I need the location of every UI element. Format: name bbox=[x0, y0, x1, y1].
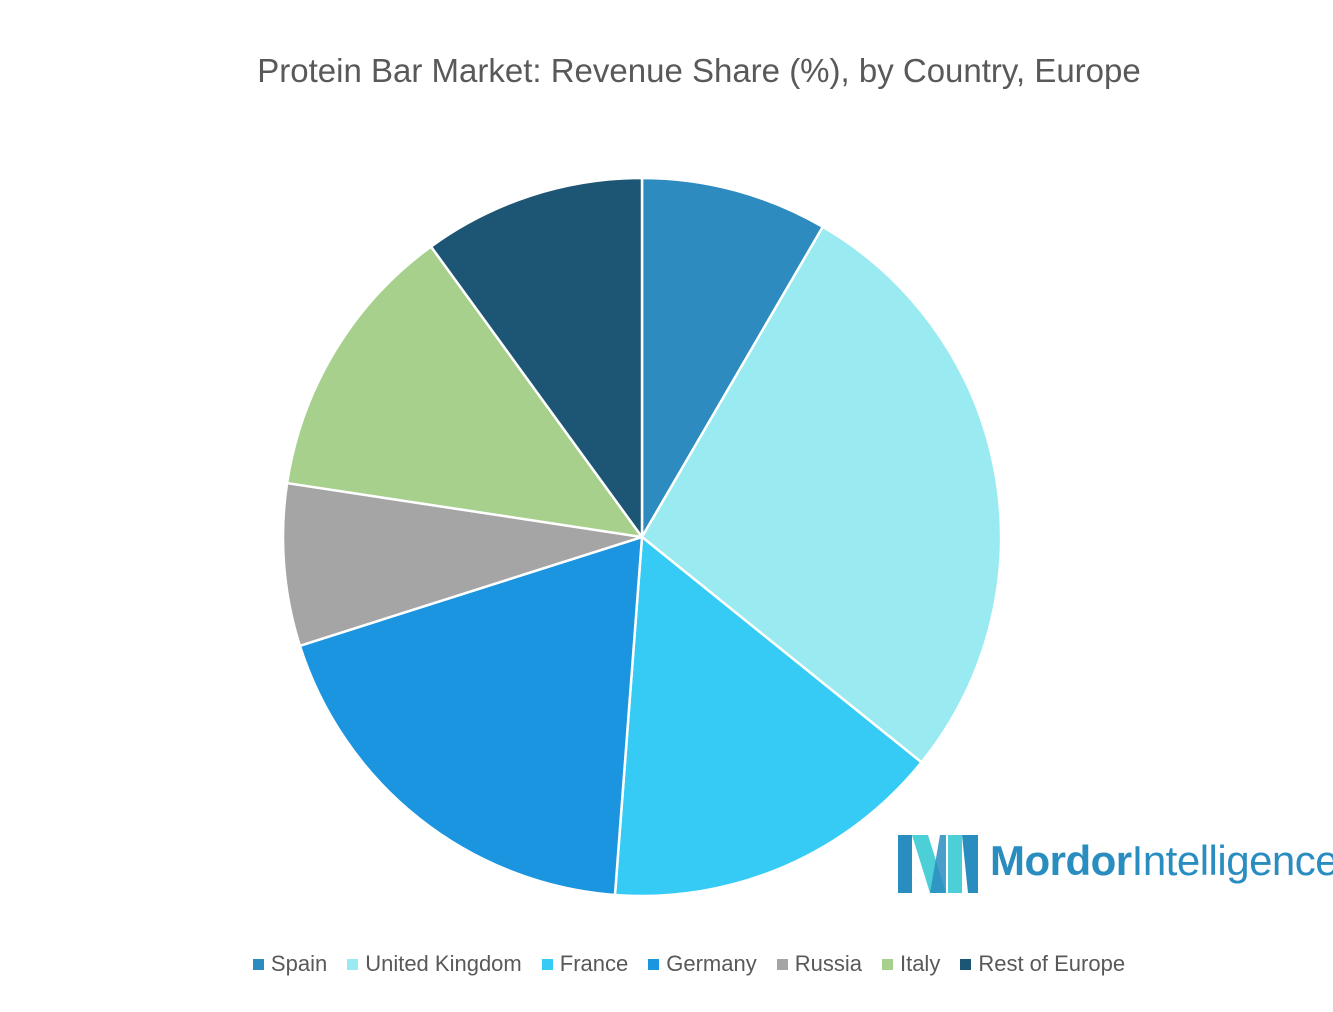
chart-title: Protein Bar Market: Revenue Share (%), b… bbox=[257, 52, 1141, 89]
logo-wordmark: MordorIntelligence bbox=[990, 837, 1333, 885]
legend-label: United Kingdom bbox=[365, 951, 522, 976]
pie-slice-italy bbox=[285, 245, 644, 539]
legend-label: Rest of Europe bbox=[978, 951, 1126, 976]
chart-legend: Spain United Kingdom France Germany Russia It… bbox=[0, 951, 1333, 977]
legend-label: Italy bbox=[899, 951, 941, 976]
legend-item-italy: Italy bbox=[881, 951, 941, 977]
pie-slice-spain bbox=[640, 176, 825, 539]
pie-slice-rest-of-europe bbox=[429, 176, 644, 539]
logo-word-mordor: Mordor bbox=[990, 837, 1132, 884]
legend-item-spain: Spain bbox=[252, 951, 328, 977]
pie-chart bbox=[281, 176, 1003, 898]
pie-slice-france bbox=[613, 535, 923, 898]
mordor-logo-icon bbox=[898, 835, 978, 893]
legend-swatch bbox=[252, 958, 264, 970]
legend-item-france: France bbox=[541, 951, 629, 977]
legend-item-united-kingdom: United Kingdom bbox=[347, 951, 522, 977]
pie-slice-germany bbox=[298, 535, 644, 897]
legend-swatch bbox=[541, 958, 553, 970]
legend-swatch bbox=[347, 958, 359, 970]
legend-swatch bbox=[648, 958, 660, 970]
mordor-intelligence-logo: MordorIntelligence bbox=[898, 833, 1333, 897]
legend-item-russia: Russia bbox=[776, 951, 862, 977]
legend-swatch bbox=[881, 958, 893, 970]
logo-word-intelligence: Intelligence bbox=[1131, 837, 1333, 884]
legend-item-rest-of-europe: Rest of Europe bbox=[960, 951, 1125, 977]
legend-swatch bbox=[776, 958, 788, 970]
legend-swatch bbox=[960, 958, 972, 970]
legend-label: Spain bbox=[270, 951, 328, 976]
legend-item-germany: Germany bbox=[648, 951, 757, 977]
legend-label: France bbox=[559, 951, 629, 976]
pie-slice-united-kingdom bbox=[640, 225, 1003, 764]
legend-label: Russia bbox=[794, 951, 862, 976]
legend-label: Germany bbox=[666, 951, 757, 976]
